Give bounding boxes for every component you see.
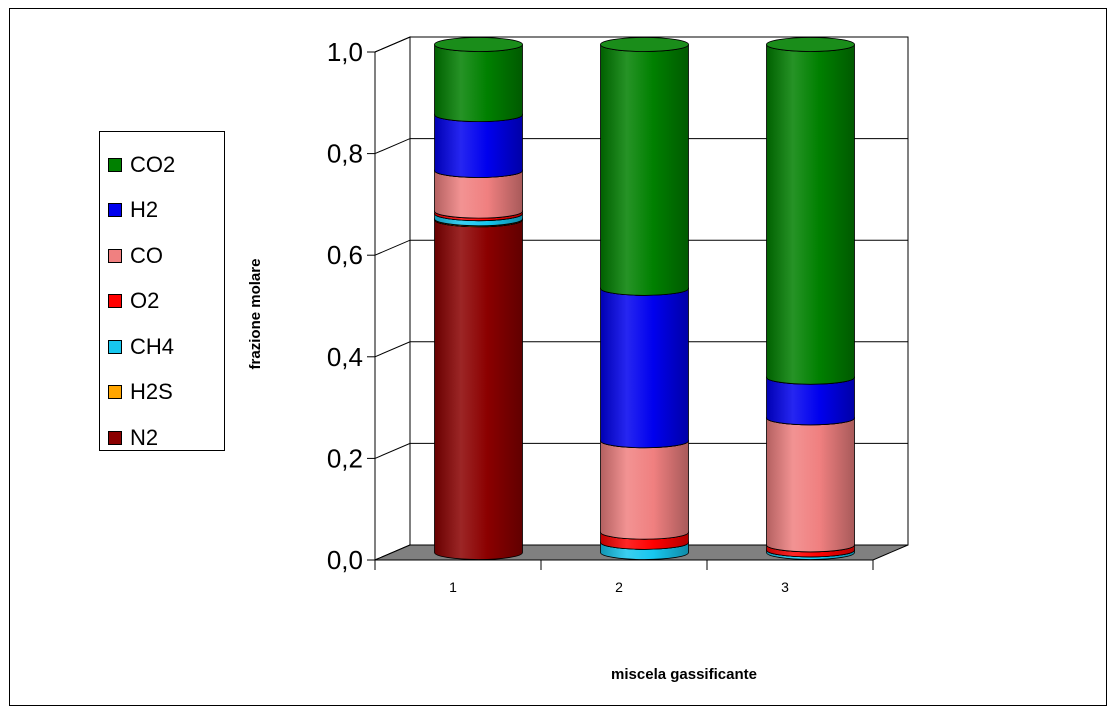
legend-item-CH4: CH4	[100, 324, 224, 370]
bar-top-CO2-3	[766, 37, 855, 52]
legend-swatch	[108, 339, 122, 354]
x-tick-label: 2	[615, 579, 623, 595]
legend-item-CO2: CO2	[100, 142, 224, 188]
side-wall	[374, 36, 411, 561]
bar-segment-H2-1	[434, 114, 523, 178]
gridline	[374, 239, 908, 256]
y-axis-title: frazione molare	[247, 259, 264, 370]
legend-swatch	[108, 294, 122, 309]
bar-segment-CO-3	[766, 417, 855, 553]
cylinder-3	[766, 37, 855, 560]
legend-label: CH4	[130, 333, 175, 359]
bar-segment-CO2-1	[434, 44, 523, 123]
gridline	[374, 36, 908, 53]
bar-segment-H2-2	[600, 288, 689, 449]
y-tick-label: 0,6	[327, 240, 363, 270]
gridline	[374, 138, 908, 155]
bar-segment-CO2-2	[600, 44, 689, 296]
legend-label: CO2	[130, 151, 176, 177]
cylinder-2	[600, 37, 689, 560]
x-axis-title: miscela gassificante	[611, 666, 757, 683]
y-tick-label: 0,8	[327, 139, 363, 169]
legend: CO2 H2 CO O2 CH4 H2S N2	[99, 131, 225, 451]
legend-swatch	[108, 203, 122, 218]
x-tick-label: 3	[781, 579, 789, 595]
cylinder-1	[434, 37, 523, 560]
y-tick-label: 0,4	[327, 342, 363, 372]
legend-label: CO	[130, 242, 163, 268]
legend-item-H2: H2	[100, 188, 224, 234]
bar-segment-N2-1	[434, 219, 523, 560]
legend-label: N2	[130, 424, 159, 450]
legend-swatch	[108, 157, 122, 172]
bar-segment-CO-2	[600, 440, 689, 540]
legend-label: O2	[130, 288, 160, 314]
bar-segment-CO2-3	[766, 44, 855, 385]
y-tick-label: 0,0	[327, 545, 363, 575]
x-tick-label: 1	[449, 579, 457, 595]
legend-item-O2: O2	[100, 279, 224, 325]
legend-item-CO: CO	[100, 233, 224, 279]
legend-item-N2: N2	[100, 415, 224, 461]
bar-top-CO2-2	[600, 37, 689, 52]
legend-item-H2S: H2S	[100, 370, 224, 416]
y-tick-label: 1,0	[327, 37, 363, 67]
bar-top-CO2-1	[434, 37, 523, 52]
gridline	[374, 442, 908, 459]
legend-swatch	[108, 385, 122, 400]
y-tick-label: 0,2	[327, 443, 363, 473]
gridline	[374, 341, 908, 358]
legend-label: H2	[130, 197, 159, 223]
legend-label: H2S	[130, 379, 173, 405]
legend-swatch	[108, 248, 122, 263]
legend-swatch	[108, 430, 122, 445]
